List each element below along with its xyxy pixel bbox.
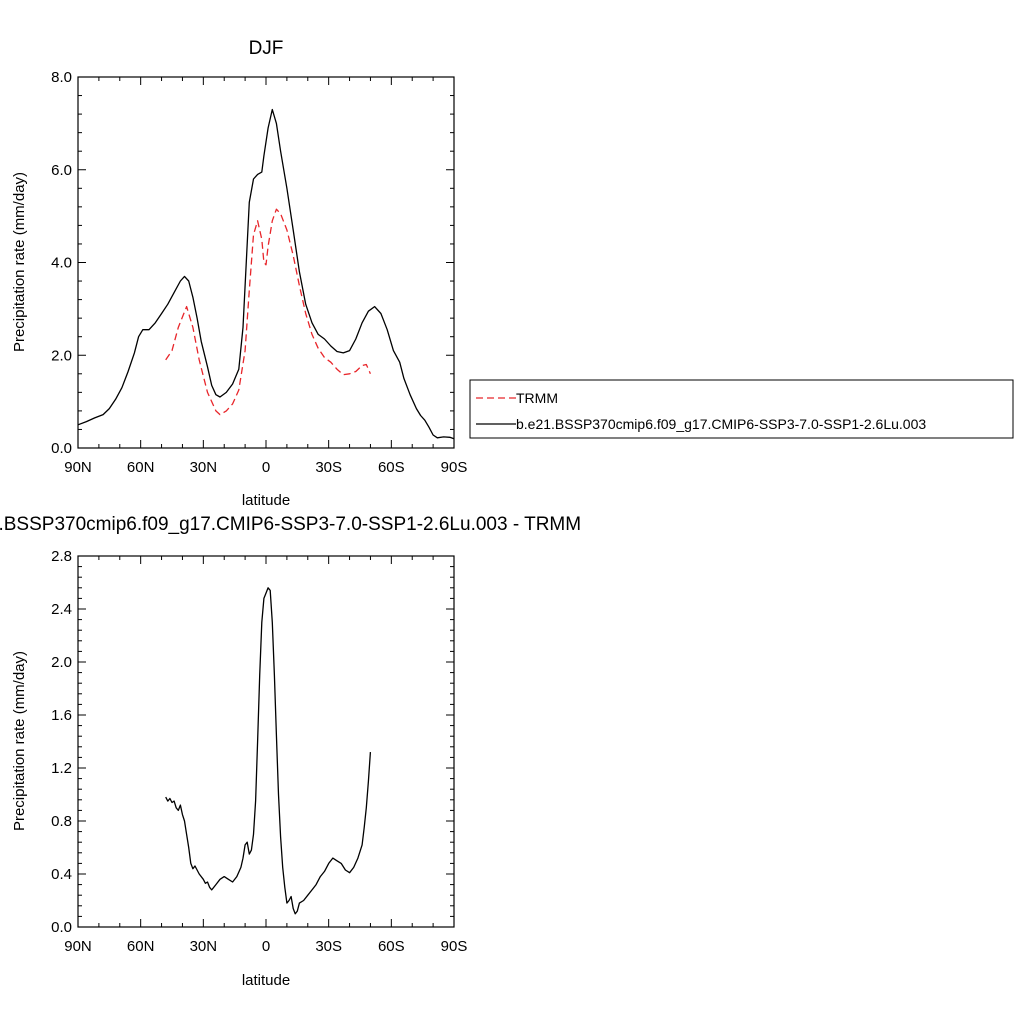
x-tick-label: 0 [262, 938, 270, 955]
top-chart-title: DJF [249, 38, 284, 59]
y-tick-label: 8.0 [51, 69, 72, 86]
top-chart: DJF 0.02.04.06.08.0 90N 60N 30N 0 30S 60S 90S … [11, 38, 467, 509]
bottom-y-axis: 0.0 0.4 0.8 1.2 1.6 2.0 2.4 2.8 [51, 548, 454, 936]
y-tick-label: 0.4 [51, 866, 72, 883]
top-y-axis-label: Precipitation rate (mm/day) [11, 172, 28, 352]
x-tick-label: 0 [262, 459, 270, 476]
top-x-axis: 90N 60N 30N 0 30S 60S 90S [64, 77, 467, 476]
y-tick-label: 2.0 [51, 347, 72, 364]
bottom-x-axis: 90N 60N 30N 0 30S 60S 90S [64, 556, 467, 955]
bottom-chart-title: b.e21.BSSP370cmip6.f09_g17.CMIP6-SSP3-7.… [0, 514, 581, 535]
legend: TRMM b.e21.BSSP370cmip6.f09_g17.CMIP6-SS… [469, 379, 1014, 439]
y-tick-label: 0.8 [51, 813, 72, 830]
bottom-x-axis-label: latitude [242, 972, 290, 989]
bottom-y-axis-label: Precipitation rate (mm/day) [11, 651, 28, 831]
y-tick-label: 2.4 [51, 601, 72, 618]
x-tick-label: 30S [315, 938, 342, 955]
legend-box [469, 379, 1014, 439]
y-tick-label: 6.0 [51, 162, 72, 179]
x-tick-label: 60S [378, 938, 405, 955]
y-tick-label: 0.0 [51, 440, 72, 457]
legend-label-model: b.e21.BSSP370cmip6.f09_g17.CMIP6-SSP3-7.… [516, 416, 926, 432]
x-tick-label: 90S [441, 459, 468, 476]
top-series-line-1 [77, 108, 455, 440]
x-tick-label: 60N [127, 459, 155, 476]
bottom-chart-frame [77, 555, 455, 928]
x-tick-label: 90N [64, 459, 92, 476]
x-tick-label: 90S [441, 938, 468, 955]
bottom-series-lines [165, 587, 372, 915]
x-tick-label: 90N [64, 938, 92, 955]
x-tick-label: 60N [127, 938, 155, 955]
top-y-axis: 0.0 2.0 4.0 6.0 8.0 [51, 69, 454, 457]
top-series-lines [77, 108, 455, 440]
x-tick-label: 30N [190, 459, 218, 476]
y-tick-label: 4.0 [51, 255, 72, 272]
y-tick-label: 2.0 [51, 654, 72, 671]
y-tick-label: 1.2 [51, 760, 72, 777]
bot-series-line-0 [165, 587, 372, 915]
x-tick-label: 30S [315, 459, 342, 476]
bottom-chart: b.e21.BSSP370cmip6.f09_g17.CMIP6-SSP3-7.… [0, 514, 581, 989]
x-tick-label: 60S [378, 459, 405, 476]
top-x-axis-label: latitude [242, 492, 290, 509]
legend-label-trmm: TRMM [516, 390, 558, 406]
y-tick-label: 2.8 [51, 548, 72, 565]
x-tick-label: 30N [190, 938, 218, 955]
y-tick-label: 0.0 [51, 919, 72, 936]
y-tick-label: 1.6 [51, 707, 72, 724]
